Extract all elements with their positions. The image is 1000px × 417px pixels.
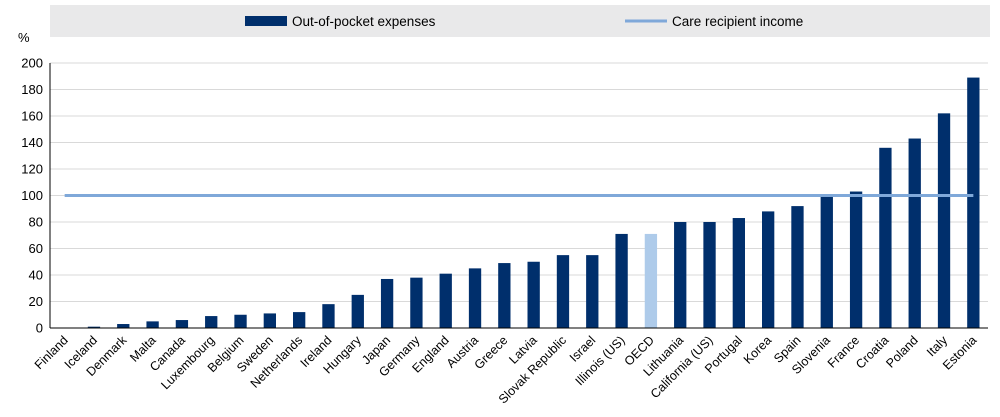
bar xyxy=(322,304,335,328)
x-tick-label: Poland xyxy=(883,333,920,370)
bar xyxy=(439,273,452,328)
bar xyxy=(967,77,980,328)
bar xyxy=(498,263,511,328)
bar xyxy=(234,314,247,328)
y-unit-label: % xyxy=(18,30,30,45)
bar xyxy=(146,321,159,328)
bar xyxy=(410,277,423,328)
legend-swatch-out-of-pocket xyxy=(245,16,287,26)
bar xyxy=(175,320,189,328)
bar xyxy=(879,147,892,328)
bar xyxy=(380,278,394,328)
y-tick-label: 20 xyxy=(29,294,43,309)
x-tick-label: Greece xyxy=(472,333,511,372)
bar xyxy=(908,138,921,328)
bar xyxy=(937,113,951,328)
bar xyxy=(586,255,599,328)
bar xyxy=(527,261,540,328)
legend-label-care-income: Care recipient income xyxy=(672,14,803,29)
x-tick-labels: FinlandIcelandDenmarkMaltaCanadaLuxembou… xyxy=(32,333,980,407)
y-tick-label: 140 xyxy=(21,135,43,150)
bar xyxy=(674,222,687,328)
bar xyxy=(117,324,130,328)
legend-label-out-of-pocket: Out-of-pocket expenses xyxy=(292,14,436,29)
bar xyxy=(615,233,628,328)
bar xyxy=(205,316,218,328)
bar xyxy=(703,222,716,328)
y-tick-label: 200 xyxy=(21,56,43,71)
y-tick-label: 80 xyxy=(29,215,43,230)
legend-background xyxy=(50,5,990,37)
y-tick-label: 160 xyxy=(21,109,43,124)
y-tick-label: 0 xyxy=(36,321,43,336)
bar xyxy=(351,294,364,328)
bars xyxy=(87,77,980,328)
bar xyxy=(263,313,276,328)
gridlines xyxy=(50,62,988,302)
y-tick-label: 40 xyxy=(29,268,43,283)
x-tick-label: Croatia xyxy=(853,333,891,371)
bar xyxy=(762,211,775,328)
bar xyxy=(468,268,482,328)
bar xyxy=(849,191,863,328)
bar xyxy=(732,218,745,328)
y-tick-label: 100 xyxy=(21,188,43,203)
bar xyxy=(293,312,306,328)
bar xyxy=(644,233,658,328)
bar xyxy=(556,255,570,328)
bar xyxy=(87,326,101,328)
y-tick-label: 60 xyxy=(29,241,43,256)
y-tick-labels: 0 20 40 60 80 100 120 140 160 180 200 xyxy=(21,56,43,336)
bar xyxy=(791,206,804,328)
y-tick-label: 180 xyxy=(21,82,43,97)
bar xyxy=(820,194,833,328)
y-tick-label: 120 xyxy=(21,162,43,177)
x-tick-label: Korea xyxy=(741,333,775,367)
